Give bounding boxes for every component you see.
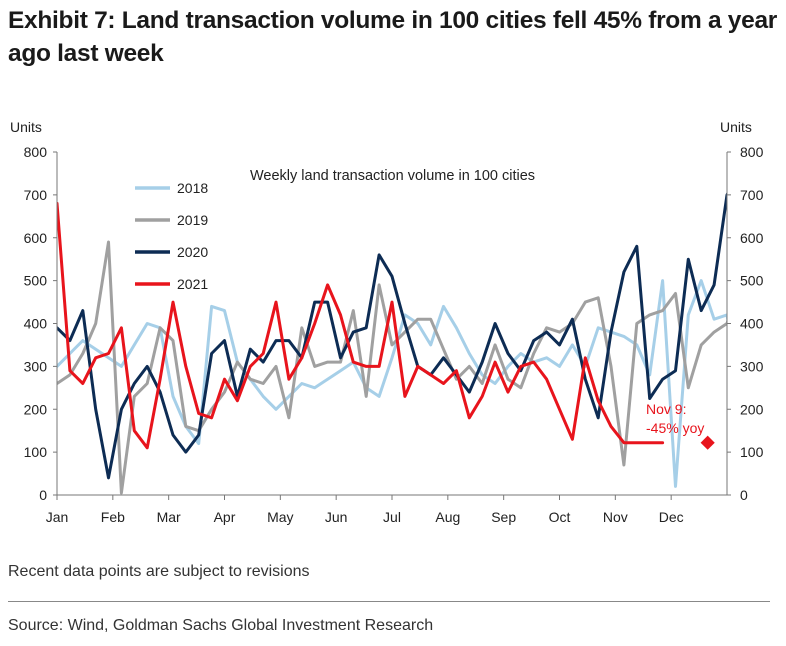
chart-title: Weekly land transaction volume in 100 ci… (250, 168, 535, 184)
divider (8, 601, 770, 602)
y-tick-label-left: 200 (24, 401, 48, 417)
y-tick-label-left: 400 (24, 316, 48, 332)
legend-label-2018: 2018 (177, 180, 208, 196)
x-tick-label-month: Oct (549, 509, 571, 525)
y-tick-label-left: 100 (24, 444, 48, 460)
annotation-label-2: -45% yoy (646, 420, 704, 436)
x-tick-label-month: Mar (157, 509, 181, 525)
annotation-label: Nov 9: (646, 401, 686, 417)
x-tick-label-month: Sep (491, 509, 516, 525)
y-tick-label-right: 700 (740, 187, 764, 203)
y-tick-label-right: 300 (740, 358, 764, 374)
y-tick-label-right: 400 (740, 316, 764, 332)
y-tick-label-left: 0 (39, 487, 47, 503)
x-tick-label-month: Jul (383, 509, 401, 525)
y-axis-unit-left: Units (10, 119, 42, 135)
series-line-2021 (57, 201, 665, 450)
x-tick-label-month: Nov (603, 509, 628, 525)
series-line-2019 (57, 240, 727, 495)
x-tick-label-month: Dec (659, 509, 684, 525)
exhibit-title: Exhibit 7: Land transaction volume in 10… (8, 7, 778, 67)
series-line-2018 (57, 279, 727, 488)
y-tick-label-left: 500 (24, 273, 48, 289)
legend-label-2019: 2019 (177, 212, 208, 228)
x-tick-label-month: Apr (214, 509, 236, 525)
legend-label-2021: 2021 (177, 276, 208, 292)
y-tick-label-left: 300 (24, 358, 48, 374)
revision-note: Recent data points are subject to revisi… (8, 563, 310, 580)
x-tick-label-month: Aug (435, 509, 460, 525)
line-chart: 0 0 100 100 200 200 300 300 400 400 500 500 600 600 70… (10, 119, 764, 525)
y-tick-label-left: 800 (24, 144, 48, 160)
x-tick-label-month: Feb (101, 509, 125, 525)
y-tick-label-right: 600 (740, 230, 764, 246)
y-tick-label-left: 600 (24, 230, 48, 246)
source-text: Source: Wind, Goldman Sachs Global Inves… (8, 617, 434, 634)
y-tick-label-left: 700 (24, 187, 48, 203)
y-tick-label-right: 0 (740, 487, 748, 503)
x-tick-label-month: Jun (325, 509, 348, 525)
annotation-marker (700, 435, 715, 450)
x-tick-label-month: Jan (46, 509, 69, 525)
y-tick-label-right: 100 (740, 444, 764, 460)
x-tick-label-month: May (267, 509, 293, 525)
legend-label-2020: 2020 (177, 244, 208, 260)
y-tick-label-right: 800 (740, 144, 764, 160)
y-axis-unit-right: Units (720, 119, 752, 135)
y-tick-label-right: 500 (740, 273, 764, 289)
series-group (57, 191, 727, 495)
y-tick-label-right: 200 (740, 401, 764, 417)
